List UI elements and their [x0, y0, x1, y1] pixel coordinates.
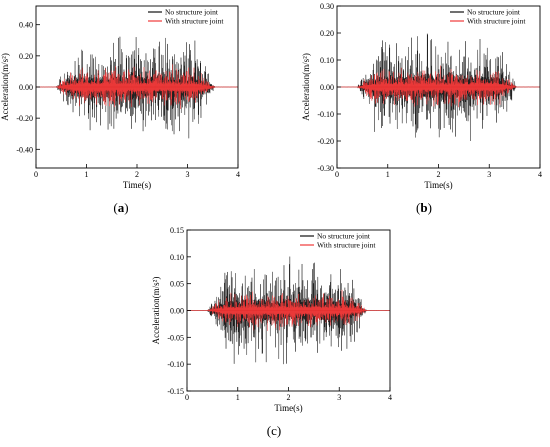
x-tick-label: 4	[388, 393, 392, 402]
y-tick-label: -0.30	[317, 164, 334, 173]
chart-panel-c: 0 1 2 3 4 -0.15 -0.10 -0.05 0.00 0.05 0.10 0.15 Time…	[151, 226, 392, 438]
plot-area	[36, 36, 238, 139]
x-tick-label: 4	[538, 170, 542, 179]
series-line-no-structure-joint	[36, 36, 238, 139]
y-tick-label: 0.05	[170, 280, 184, 289]
x-axis-label: Time(s)	[424, 180, 452, 190]
y-tick-label: -0.10	[167, 360, 184, 369]
y-tick-label: 0.40	[19, 21, 33, 30]
y-tick-label: 0.00	[170, 307, 184, 316]
legend-entry: With structure joint	[317, 241, 376, 250]
x-axis-label: Time(s)	[274, 403, 302, 413]
y-tick-label: 0.00	[320, 83, 334, 92]
legend-entry: No structure joint	[165, 8, 219, 17]
plot-area	[337, 33, 540, 142]
x-tick-label: 4	[236, 170, 240, 179]
x-tick-label: 3	[487, 170, 491, 179]
panel-label: (a)	[113, 200, 128, 215]
panel-label: (c)	[267, 423, 281, 438]
x-tick-label: 1	[386, 170, 390, 179]
y-tick-label: 0.10	[170, 253, 184, 262]
x-tick-label: 2	[135, 170, 139, 179]
y-axis-label: Acceleration(m/s²)	[151, 277, 161, 345]
y-tick-label: -0.10	[317, 110, 334, 119]
series-line-with-structure-joint	[337, 65, 540, 108]
y-tick-label: -0.20	[16, 114, 33, 123]
y-axis-label: Acceleration(m/s²)	[0, 53, 10, 121]
y-tick-label: -0.20	[317, 137, 334, 146]
y-axis-label: Acceleration(m/s²)	[301, 53, 311, 121]
x-tick-label: 0	[185, 393, 189, 402]
chart-panel-a: 0 1 2 3 4 -0.40 -0.20 0.00 0.20 0.40 Time(s) Accele…	[0, 5, 240, 215]
chart-panel-b: 0 1 2 3 4 -0.30 -0.20 -0.10 0.00 0.10 0.20 0.30 Time…	[301, 2, 542, 215]
y-tick-label: -0.05	[167, 333, 184, 342]
x-tick-label: 0	[34, 170, 38, 179]
x-tick-label: 1	[85, 170, 89, 179]
series-line-with-structure-joint	[36, 64, 238, 109]
y-tick-label: 0.30	[320, 2, 334, 11]
legend-entry: With structure joint	[467, 17, 526, 26]
x-axis-label: Time(s)	[123, 180, 151, 190]
x-tick-label: 2	[287, 393, 291, 402]
y-tick-label: -0.15	[167, 387, 184, 396]
series-line-no-structure-joint	[187, 256, 390, 365]
series-line-with-structure-joint	[187, 289, 390, 331]
x-tick-label: 3	[186, 170, 190, 179]
y-tick-label: 0.20	[19, 52, 33, 61]
legend-entry: With structure joint	[165, 17, 224, 26]
y-tick-label: 0.10	[320, 56, 334, 65]
legend-entry: No structure joint	[467, 8, 521, 17]
x-tick-label: 2	[437, 170, 441, 179]
panel-label: (b)	[416, 200, 432, 215]
x-tick-label: 1	[236, 393, 240, 402]
y-tick-label: 0.20	[320, 29, 334, 38]
x-tick-label: 3	[337, 393, 341, 402]
y-tick-label: 0.15	[170, 226, 184, 235]
x-tick-label: 0	[335, 170, 339, 179]
y-tick-label: 0.00	[19, 83, 33, 92]
legend-entry: No structure joint	[317, 232, 371, 241]
y-tick-label: -0.40	[16, 145, 33, 154]
plot-area	[187, 256, 390, 365]
